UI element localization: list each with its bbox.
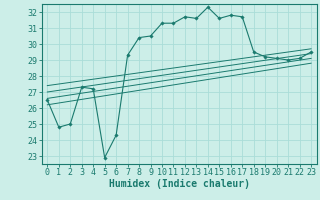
X-axis label: Humidex (Indice chaleur): Humidex (Indice chaleur) [109,179,250,189]
